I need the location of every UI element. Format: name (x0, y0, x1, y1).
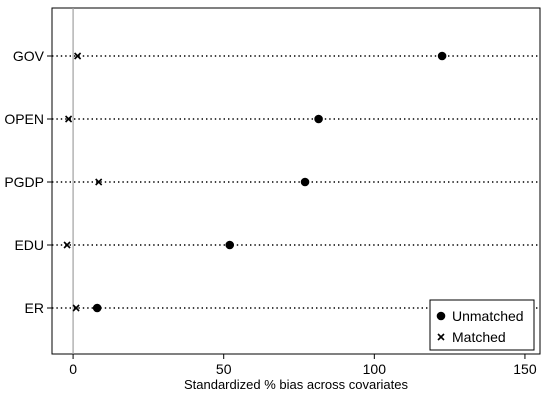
category-label-open: OPEN (4, 111, 44, 127)
legend-matched-marker (437, 333, 445, 341)
x-tick-label-100: 100 (363, 361, 387, 377)
category-labels: GOV OPEN PGDP EDU ER (4, 48, 52, 316)
x-tick-label-150: 150 (513, 361, 537, 377)
unmatched-point-er (92, 303, 102, 313)
category-label-gov: GOV (13, 48, 45, 64)
matched-point-pgdp (95, 178, 103, 186)
legend-unmatched-marker (436, 311, 446, 321)
x-axis-ticks: 0 50 100 150 (69, 354, 537, 377)
x-axis-title: Standardized % bias across covariates (184, 377, 409, 392)
legend: Unmatched Matched (429, 299, 535, 351)
category-guides (52, 55, 540, 309)
matched-point-edu (63, 241, 71, 249)
unmatched-point-open (314, 114, 323, 124)
unmatched-point-gov (437, 51, 447, 61)
unmatched-point-edu (225, 240, 235, 250)
matched-point-er (72, 304, 80, 312)
x-tick-label-0: 0 (69, 361, 77, 377)
category-label-er: ER (25, 300, 44, 316)
category-label-pgdp: PGDP (4, 174, 44, 190)
legend-matched-label: Matched (452, 329, 506, 345)
category-label-edu: EDU (14, 237, 44, 253)
x-tick-label-50: 50 (216, 361, 232, 377)
legend-box (429, 299, 535, 351)
data-marks (63, 51, 447, 313)
matched-point-gov (74, 52, 82, 60)
legend-unmatched-label: Unmatched (452, 308, 524, 324)
plot-frame (51, 7, 541, 355)
matched-point-open (65, 115, 73, 123)
unmatched-point-pgdp (300, 177, 310, 187)
